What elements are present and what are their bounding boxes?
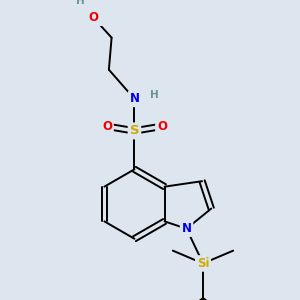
Text: H: H — [76, 0, 85, 6]
Text: N: N — [130, 92, 140, 105]
Text: Si: Si — [197, 257, 209, 270]
Text: O: O — [102, 120, 112, 133]
Text: H: H — [150, 90, 159, 100]
Text: S: S — [130, 124, 139, 137]
Text: N: N — [182, 222, 192, 235]
Text: O: O — [157, 120, 167, 133]
Text: O: O — [88, 11, 98, 24]
